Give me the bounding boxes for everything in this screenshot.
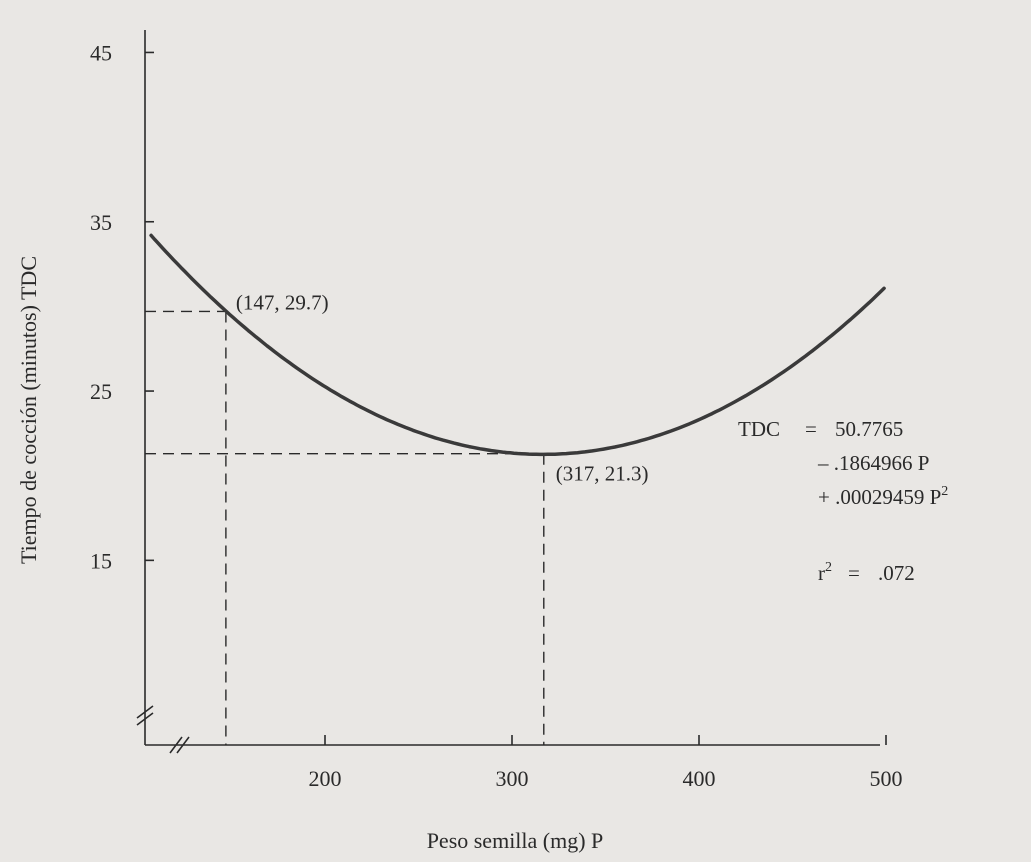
equation-lhs: TDC — [738, 417, 780, 441]
r-squared-exponent: 2 — [825, 560, 832, 575]
r-squared-value: .072 — [878, 561, 915, 585]
equation-linear-term: – .1864966 P — [817, 451, 929, 475]
guide-lines — [145, 310, 545, 745]
equation-constant: 50.7765 — [835, 417, 903, 441]
axes: 15 25 35 45 200 300 400 500 — [90, 30, 903, 791]
x-axis-title: Peso semilla (mg) P — [427, 828, 604, 853]
point-2-label: (317, 21.3) — [556, 462, 649, 486]
y-tick-label-45: 45 — [90, 40, 112, 65]
x-tick-label-500: 500 — [870, 766, 903, 791]
r-squared-equals: = — [848, 561, 860, 585]
point-1-label: (147, 29.7) — [236, 290, 329, 314]
y-tick-label-35: 35 — [90, 210, 112, 235]
x-tick-label-400: 400 — [683, 766, 716, 791]
equation-quadratic-base: + .00029459 P — [818, 485, 941, 509]
y-axis-title: Tiempo de cocción (minutos) TDC — [16, 256, 41, 564]
x-tick-label-200: 200 — [309, 766, 342, 791]
x-tick-label-300: 300 — [496, 766, 529, 791]
equation-quadratic-term: + .00029459 P2 — [818, 484, 948, 509]
x-axis-break-mark-1 — [169, 736, 183, 754]
series-layer — [149, 233, 886, 457]
y-axis-break-mark-2 — [136, 712, 154, 726]
fitted-curve — [149, 233, 886, 457]
equation-block: TDC = 50.7765 – .1864966 P + .00029459 P… — [738, 417, 948, 585]
y-axis-break-mark-1 — [136, 705, 154, 719]
equation-equals: = — [805, 417, 817, 441]
labels-layer: (147, 29.7) (317, 21.3) — [236, 290, 649, 485]
y-tick-label-15: 15 — [90, 548, 112, 573]
y-tick-label-25: 25 — [90, 379, 112, 404]
equation-quadratic-exponent: 2 — [941, 484, 948, 499]
r-squared-base: r — [818, 561, 825, 585]
r-squared: r2 — [818, 560, 832, 585]
x-axis-break-mark-2 — [176, 736, 190, 754]
